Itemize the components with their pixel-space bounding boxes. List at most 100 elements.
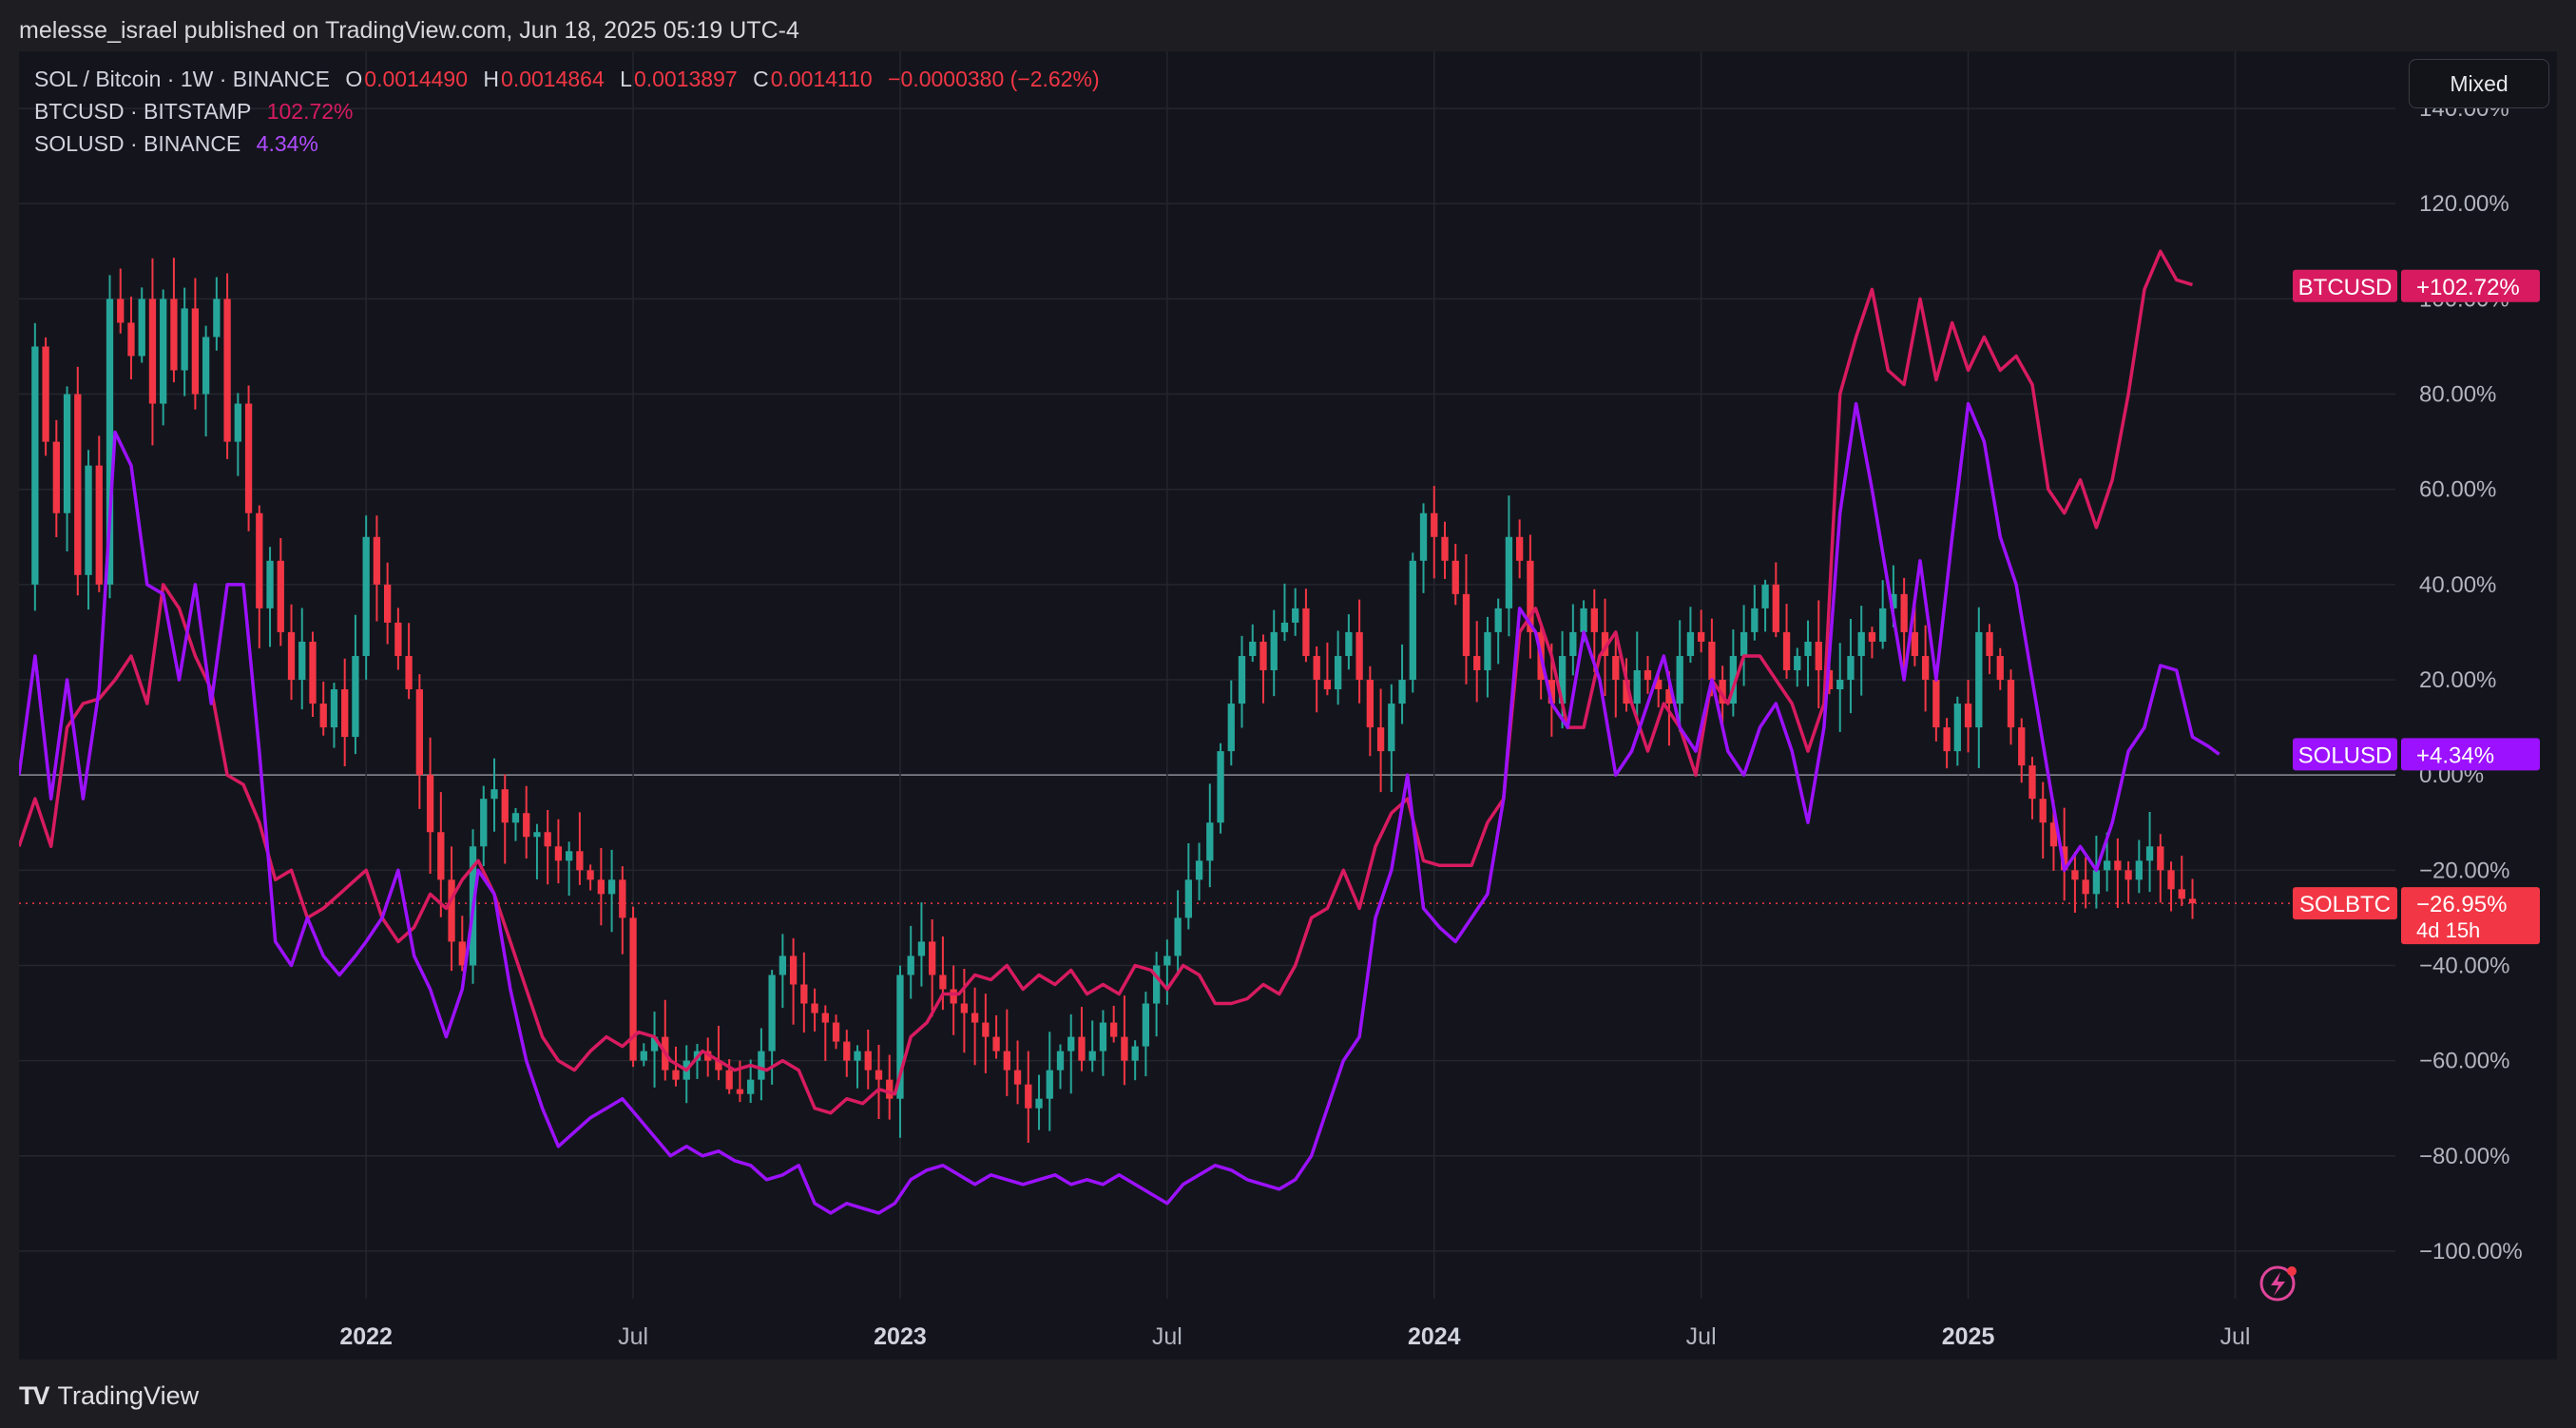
candle-body (1313, 655, 1320, 681)
candle-body (586, 870, 594, 880)
candle-body (1419, 512, 1428, 561)
candle-body (886, 1079, 894, 1099)
candle-body (619, 879, 626, 918)
candle-body (1217, 751, 1224, 823)
candle-body (1580, 608, 1587, 632)
series-line-btcusd[interactable] (19, 249, 2193, 1115)
flash-icon[interactable] (2259, 1265, 2297, 1302)
y-tick-label: −100.00% (2419, 1239, 2523, 1264)
candle-body (1996, 655, 2004, 681)
candle-body (960, 1003, 969, 1013)
candle-body (1644, 669, 1652, 681)
candle-body (533, 832, 541, 838)
price-badge-btcusd[interactable]: BTCUSD +102.72% (2293, 269, 2540, 302)
candle-body (1152, 965, 1161, 1004)
candle-body (223, 299, 231, 442)
candle-body (2178, 889, 2185, 899)
legend-close-key: C (753, 67, 769, 91)
candle-body (1986, 631, 1993, 656)
candle-body (85, 465, 92, 575)
footer-brand-name[interactable]: TradingView (57, 1380, 200, 1410)
candle-body (1334, 655, 1342, 690)
legend-sol-label[interactable]: SOLUSD · BINANCE (34, 131, 241, 156)
legend-sol-value: 4.34% (256, 131, 318, 156)
badge-value: −26.95% (2416, 892, 2507, 917)
y-tick-label: 20.00% (2419, 667, 2496, 693)
candle-body (490, 789, 498, 800)
y-tick-label: 40.00% (2419, 572, 2496, 598)
series-line-solusd[interactable] (19, 401, 2220, 1215)
badge-label-bg (2293, 887, 2397, 920)
candle-body (191, 308, 200, 395)
candle-body (1825, 669, 1834, 690)
mixed-button[interactable]: Mixed (2409, 59, 2549, 108)
candle-body (2071, 870, 2079, 880)
chart-panel[interactable]: 140.00%120.00%100.00%80.00%60.00%40.00%2… (19, 51, 2557, 1360)
candle-body (437, 832, 445, 880)
candle-body (1056, 1051, 1065, 1071)
candle-body (1708, 641, 1716, 681)
candle-body (511, 813, 520, 823)
candle-body (74, 394, 82, 575)
chart-svg[interactable]: 140.00%120.00%100.00%80.00%60.00%40.00%2… (19, 51, 2557, 1360)
candle-body (1227, 704, 1235, 752)
legend-open: 0.0014490 (364, 67, 469, 91)
candle-body (1729, 655, 1738, 704)
candle-body (2039, 799, 2047, 823)
candle-body (789, 955, 798, 985)
candle-body (1184, 879, 1192, 918)
candle-body (1719, 680, 1726, 704)
candle-body (256, 512, 263, 608)
candle-body (554, 846, 563, 861)
candle-body (566, 851, 573, 861)
candle-body (1462, 593, 1471, 656)
candle-body (1847, 655, 1855, 681)
candle-body (1943, 727, 1951, 752)
candle-body (127, 322, 135, 357)
candle-body (31, 346, 39, 585)
candle-body (394, 622, 402, 656)
candle-body (341, 689, 349, 738)
badge-countdown: 4d 15h (2416, 918, 2480, 942)
legend: SOL / Bitcoin · 1W · BINANCE O0.0014490 … (34, 63, 1109, 160)
candle-body (319, 704, 327, 728)
candle-body (736, 1089, 744, 1094)
candle-body (1484, 631, 1491, 670)
candle-body (95, 465, 103, 585)
candle-body (287, 631, 296, 681)
legend-btc-label[interactable]: BTCUSD · BITSTAMP (34, 99, 252, 124)
x-tick-label: 2025 (1942, 1323, 1995, 1350)
candle-body (1868, 631, 1876, 642)
candle-body (907, 955, 914, 975)
price-badge-solbtc[interactable]: SOLBTC −26.95%4d 15h (2293, 887, 2540, 945)
price-badge-solusd[interactable]: SOLUSD +4.34% (2293, 738, 2540, 771)
candle-body (202, 337, 210, 395)
legend-main-symbol[interactable]: SOL / Bitcoin · 1W · BINANCE (34, 67, 330, 91)
candle-body (1046, 1070, 1053, 1099)
candle-body (373, 536, 381, 585)
candle-body (362, 536, 370, 656)
legend-row-btc: BTCUSD · BITSTAMP 102.72% (34, 95, 1109, 127)
x-tick-label: Jul (2220, 1323, 2250, 1350)
x-tick-label: Jul (1686, 1323, 1717, 1350)
candle-body (1558, 655, 1567, 704)
x-tick-label: Jul (618, 1323, 648, 1350)
candle-body (1569, 631, 1577, 656)
candle-body (992, 1036, 1000, 1052)
candle-body (138, 299, 145, 357)
legend-btc-value: 102.72% (266, 99, 354, 124)
legend-low: 0.0013897 (633, 67, 738, 91)
candle-body (811, 1003, 818, 1013)
candle-body (1451, 560, 1459, 594)
candle-body (52, 441, 60, 513)
candle-body (2061, 846, 2068, 871)
candle-body (1761, 584, 1769, 608)
candle-body (1612, 655, 1620, 681)
candle-body (117, 299, 125, 323)
candle-body (1013, 1070, 1022, 1085)
candle-body (929, 941, 936, 975)
candle-body (1655, 680, 1663, 690)
candle-body (1932, 680, 1940, 728)
tradingview-logo-icon[interactable]: TV (19, 1380, 49, 1410)
candle-body (672, 1070, 680, 1080)
